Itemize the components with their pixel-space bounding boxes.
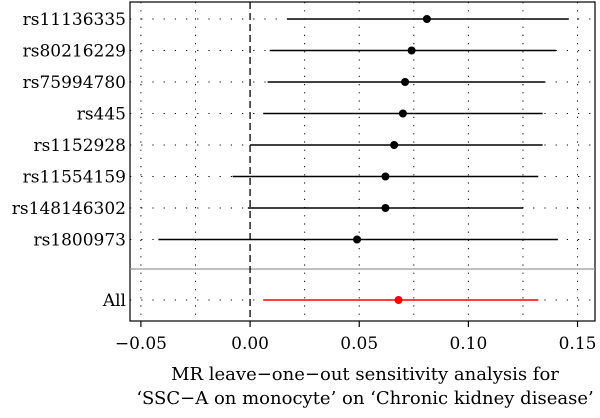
point-estimate-3 <box>398 109 407 118</box>
x-tick-label-1: 0.00 <box>231 334 269 354</box>
x-axis: −0.05 0.00 0.05 0.10 0.15 <box>115 321 597 354</box>
y-label-7: rs1800973 <box>33 231 126 251</box>
y-label-3: rs445 <box>77 105 126 125</box>
x-tick-label-3: 0.10 <box>449 334 487 354</box>
y-label-2: rs75994780 <box>23 73 126 93</box>
point-estimate-all <box>394 296 403 304</box>
point-estimate-2 <box>401 78 410 86</box>
y-label-5: rs11554159 <box>23 168 126 188</box>
y-label-1: rs80216229 <box>23 42 126 62</box>
forest-marks <box>158 15 569 304</box>
x-tick-label-4: 0.15 <box>559 334 597 354</box>
y-label-0: rs11136335 <box>23 10 126 30</box>
point-estimate-6 <box>381 204 390 212</box>
point-estimate-1 <box>407 46 416 55</box>
x-axis-label-line-2: ‘SSC−A on monocyte’ on ‘Chronic kidney d… <box>136 388 594 409</box>
point-estimate-4 <box>390 141 399 149</box>
y-label-6: rs148146302 <box>12 199 126 219</box>
grid-lines <box>130 2 595 321</box>
x-tick-label-2: 0.05 <box>340 334 378 354</box>
y-label-all: All <box>102 291 126 311</box>
point-estimate-0 <box>422 15 431 23</box>
point-estimate-5 <box>381 172 390 181</box>
x-tick-label-0: −0.05 <box>115 334 167 354</box>
x-axis-label-line-1: MR leave−one−out sensitivity analysis fo… <box>171 364 559 385</box>
y-label-4: rs1152928 <box>33 136 126 156</box>
point-estimate-7 <box>353 235 362 244</box>
plot-frame <box>129 1 596 322</box>
y-axis-labels: rs11136335 rs80216229 rs75994780 rs445 rs115… <box>12 10 126 311</box>
